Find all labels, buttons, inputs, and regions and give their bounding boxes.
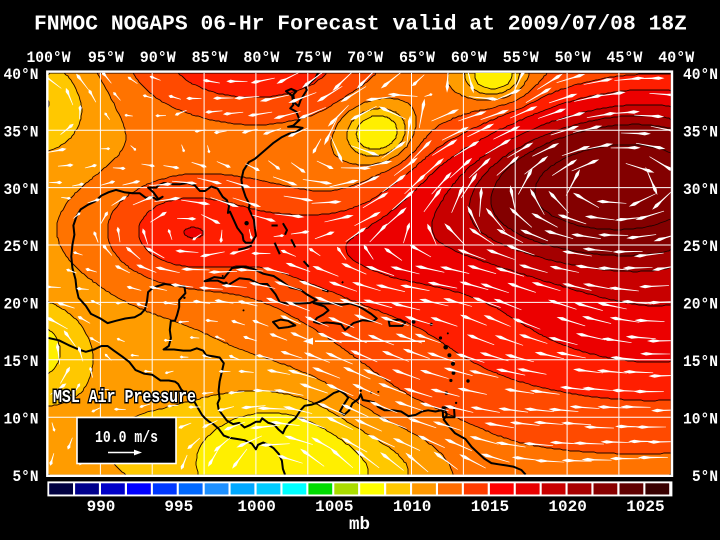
svg-text:1005: 1005 [315, 498, 353, 516]
svg-text:10°N: 10°N [683, 410, 718, 428]
svg-text:55°W: 55°W [503, 49, 539, 67]
svg-text:25°N: 25°N [683, 238, 718, 256]
svg-text:60°W: 60°W [451, 49, 487, 67]
svg-text:MSL Air Pressure: MSL Air Pressure [53, 387, 196, 408]
svg-text:FNMOC NOGAPS 06-Hr Forecast va: FNMOC NOGAPS 06-Hr Forecast valid at 200… [34, 14, 687, 37]
svg-text:95°W: 95°W [88, 49, 124, 67]
svg-text:15°N: 15°N [683, 353, 718, 371]
svg-text:75°W: 75°W [295, 49, 331, 67]
svg-text:100°W: 100°W [27, 49, 71, 67]
svg-text:30°N: 30°N [4, 181, 39, 199]
svg-text:25°N: 25°N [4, 238, 39, 256]
svg-text:1000: 1000 [237, 498, 275, 516]
svg-text:40°N: 40°N [4, 66, 39, 84]
svg-text:10°N: 10°N [4, 410, 39, 428]
svg-text:40°N: 40°N [683, 66, 718, 84]
svg-text:5°N: 5°N [13, 468, 39, 486]
svg-text:70°W: 70°W [347, 49, 383, 67]
svg-text:35°N: 35°N [683, 123, 718, 141]
svg-text:mb: mb [349, 515, 370, 535]
svg-text:20°N: 20°N [4, 296, 39, 314]
svg-text:85°W: 85°W [192, 49, 228, 67]
svg-text:5°N: 5°N [692, 468, 718, 486]
svg-text:50°W: 50°W [555, 49, 591, 67]
svg-text:90°W: 90°W [140, 49, 176, 67]
svg-text:80°W: 80°W [243, 49, 279, 67]
svg-text:1025: 1025 [626, 498, 664, 516]
svg-text:10.0 m/s: 10.0 m/s [95, 429, 158, 448]
svg-text:1020: 1020 [548, 498, 586, 516]
svg-text:40°W: 40°W [658, 49, 694, 67]
svg-text:990: 990 [87, 498, 116, 516]
svg-text:35°N: 35°N [4, 123, 39, 141]
svg-text:995: 995 [164, 498, 193, 516]
svg-text:65°W: 65°W [399, 49, 435, 67]
svg-text:20°N: 20°N [683, 296, 718, 314]
svg-text:15°N: 15°N [4, 353, 39, 371]
svg-text:45°W: 45°W [606, 49, 642, 67]
svg-text:1010: 1010 [393, 498, 431, 516]
svg-text:30°N: 30°N [683, 181, 718, 199]
svg-text:1015: 1015 [471, 498, 509, 516]
